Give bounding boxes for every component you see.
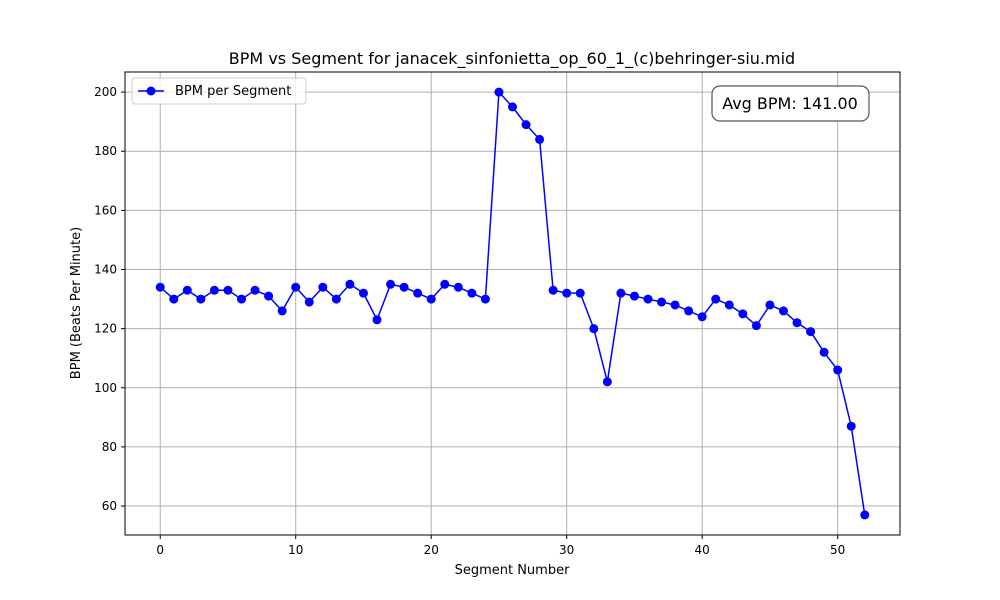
data-point xyxy=(331,294,341,304)
avg-bpm-annotation: Avg BPM: 141.00 xyxy=(711,85,870,122)
data-point xyxy=(751,321,761,331)
data-point xyxy=(209,285,219,295)
y-tick-label: 60 xyxy=(102,499,117,513)
data-point xyxy=(508,102,517,112)
data-point xyxy=(480,294,490,304)
data-point xyxy=(399,282,409,292)
data-point xyxy=(453,282,463,292)
data-point xyxy=(358,288,368,298)
data-point xyxy=(575,288,585,298)
chart-title: BPM vs Segment for janacek_sinfonietta_o… xyxy=(229,49,795,69)
x-tick-label: 10 xyxy=(288,543,303,557)
data-point xyxy=(778,306,788,316)
data-point xyxy=(589,324,599,334)
data-point xyxy=(724,300,734,310)
data-point xyxy=(562,288,572,298)
x-axis-ticks: 0 10 20 30 40 50 xyxy=(156,535,845,557)
y-axis-label: BPM (Beats Per Minute) xyxy=(69,227,84,379)
x-tick-label: 40 xyxy=(695,543,710,557)
y-tick-label: 200 xyxy=(94,85,117,99)
data-point xyxy=(277,306,287,316)
avg-bpm-box xyxy=(711,85,870,122)
data-point xyxy=(237,294,247,304)
x-tick-label: 0 xyxy=(156,543,164,557)
data-points-group xyxy=(155,87,870,520)
y-axis-ticks: 60 80 100 120 140 160 180 200 xyxy=(94,85,125,513)
y-tick-label: 160 xyxy=(94,203,117,217)
data-point xyxy=(860,510,870,520)
data-point xyxy=(792,318,802,328)
data-point xyxy=(264,291,274,301)
legend-label: BPM per Segment xyxy=(175,84,291,99)
data-point xyxy=(657,297,667,307)
data-point xyxy=(738,309,748,319)
data-point xyxy=(846,421,856,431)
legend-box xyxy=(131,77,307,105)
data-point xyxy=(684,306,694,316)
data-point xyxy=(426,294,436,304)
data-point xyxy=(765,300,775,310)
y-tick-label: 80 xyxy=(102,440,117,454)
legend-marker-swatch xyxy=(146,86,156,96)
data-point xyxy=(670,300,680,310)
x-tick-label: 20 xyxy=(424,543,439,557)
y-tick-label: 100 xyxy=(94,381,117,395)
x-tick-label: 50 xyxy=(830,543,845,557)
data-point xyxy=(697,312,707,322)
data-point xyxy=(169,294,179,304)
avg-bpm-text: Avg BPM: 141.00 xyxy=(722,94,858,113)
data-point xyxy=(250,285,260,295)
data-point xyxy=(155,282,165,292)
x-tick-label: 30 xyxy=(559,543,574,557)
data-point xyxy=(318,282,328,292)
legend: BPM per Segment xyxy=(131,77,307,105)
data-point xyxy=(182,285,192,295)
data-point xyxy=(196,294,206,304)
data-point xyxy=(602,377,612,387)
y-tick-label: 120 xyxy=(94,322,117,336)
data-point xyxy=(291,282,301,292)
data-point xyxy=(548,285,558,295)
x-axis-label: Segment Number xyxy=(455,563,571,578)
data-point xyxy=(372,315,382,325)
data-point xyxy=(833,365,843,375)
data-point xyxy=(535,134,545,144)
data-point xyxy=(223,285,233,295)
plot-frame xyxy=(124,71,901,536)
y-tick-label: 140 xyxy=(94,262,117,276)
data-point xyxy=(304,297,314,307)
data-point xyxy=(467,288,477,298)
data-point xyxy=(629,291,639,301)
data-point xyxy=(711,294,721,304)
data-point xyxy=(616,288,626,298)
data-point xyxy=(494,87,504,97)
data-point xyxy=(806,327,816,337)
data-point xyxy=(521,120,531,130)
y-tick-label: 180 xyxy=(94,144,117,158)
data-point xyxy=(345,279,355,289)
data-point xyxy=(413,288,423,298)
data-point xyxy=(440,279,450,289)
data-point xyxy=(386,279,396,289)
data-point xyxy=(643,294,653,304)
data-point xyxy=(819,347,829,357)
